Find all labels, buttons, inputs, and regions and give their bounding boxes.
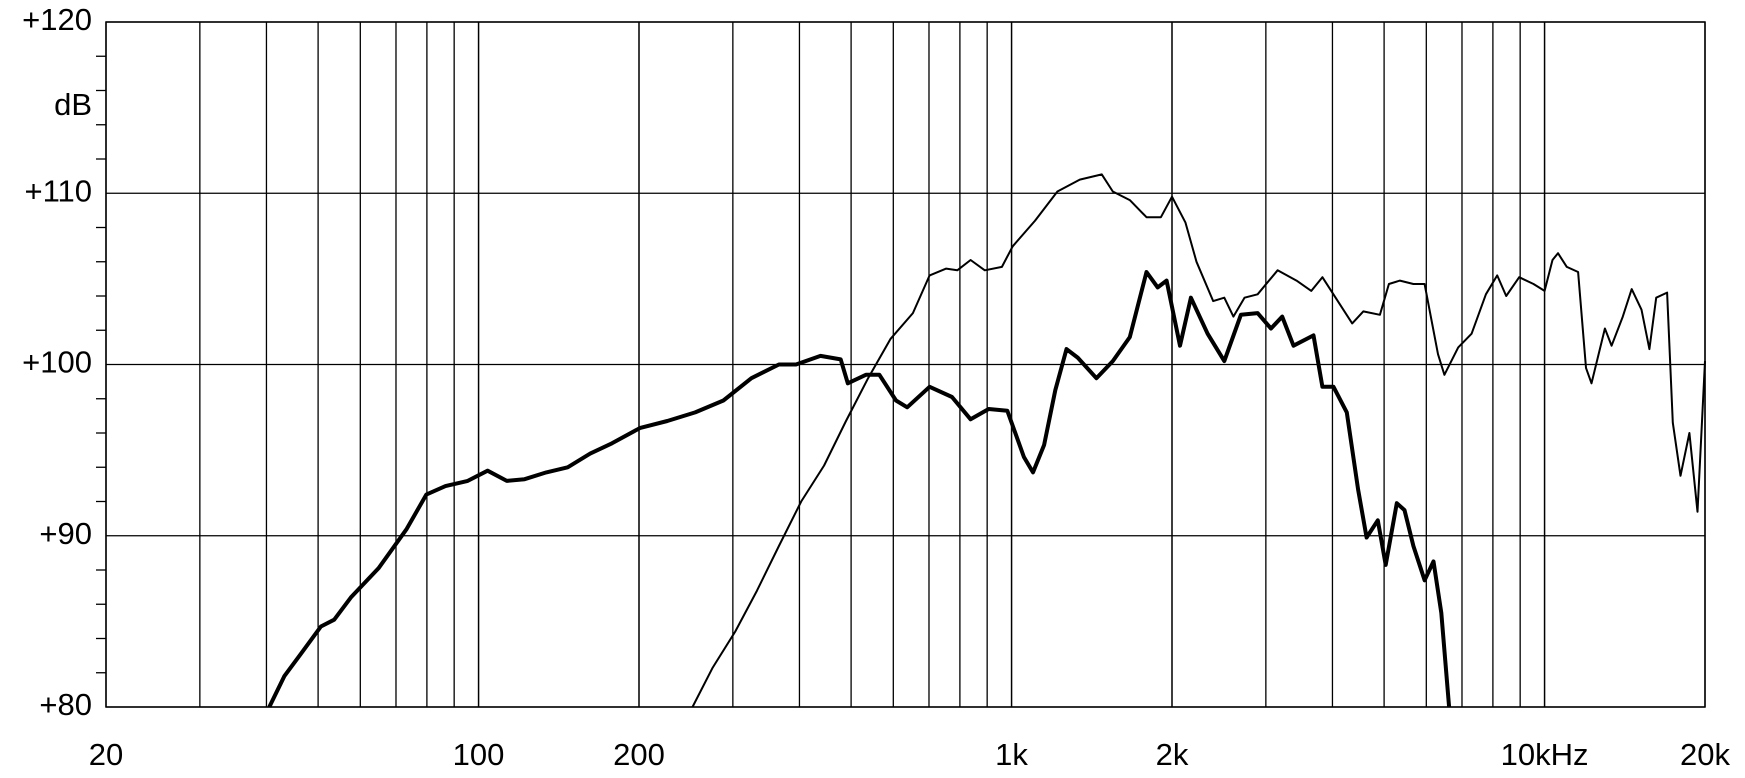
y-tick-label: +90 [39,516,92,551]
x-tick-label: 2k [1156,737,1189,772]
y-tick-label: +110 [24,173,92,208]
y-tick-label: +80 [39,687,92,722]
x-tick-label: 20 [89,737,123,772]
x-tick-label: 20k [1680,737,1730,772]
y-tick-label: +100 [22,345,92,380]
series-line [691,173,1706,708]
x-tick-label: 100 [453,737,505,772]
x-tick-label: 10kHz [1501,737,1589,772]
y-tick-label: +120 [22,2,92,37]
y-axis-label: dB [54,87,92,122]
series-line [267,270,1452,708]
x-tick-label: 200 [613,737,665,772]
x-tick-label: 1k [995,737,1028,772]
